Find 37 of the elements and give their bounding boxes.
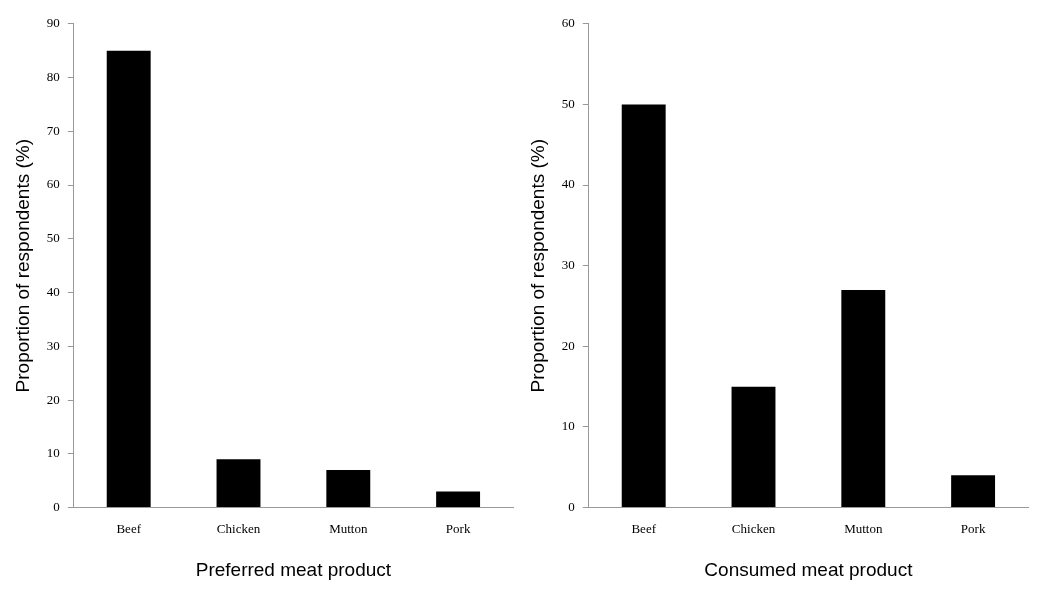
x-tick-label: Pork — [960, 520, 986, 536]
y-tick-label: 0 — [568, 499, 575, 515]
y-tick-label: 60 — [46, 176, 60, 192]
x-tick-label: Pork — [445, 520, 471, 536]
y-tick-label: 10 — [561, 418, 575, 434]
y-tick-label: 0 — [53, 499, 60, 515]
y-axis-title: Proportion of respondents (%) — [11, 138, 33, 393]
bar — [841, 289, 886, 508]
y-tick-label: 30 — [46, 337, 60, 353]
y-tick-label: 40 — [561, 176, 575, 192]
y-tick-label: 40 — [46, 284, 60, 299]
bar — [621, 104, 666, 508]
y-tick-label: 50 — [561, 95, 575, 111]
bar — [436, 491, 481, 508]
bar — [731, 386, 776, 508]
x-tick-label: Chicken — [731, 520, 776, 536]
x-tick-label: Mutton — [844, 520, 883, 536]
bar — [106, 50, 151, 508]
y-tick-label: 20 — [46, 391, 60, 407]
x-axis-title: Consumed meat product — [704, 558, 914, 580]
x-axis-title: Preferred meat product — [195, 558, 392, 580]
x-tick-label: Beef — [631, 520, 657, 536]
y-tick-label: 20 — [561, 337, 575, 353]
bar — [216, 459, 261, 508]
bar — [326, 469, 371, 508]
y-tick-label: 90 — [46, 15, 60, 31]
y-tick-label: 60 — [561, 15, 575, 31]
x-tick-label: Mutton — [329, 520, 368, 536]
x-tick-label: Beef — [116, 520, 142, 536]
y-tick-label: 80 — [46, 68, 60, 84]
bar — [951, 475, 996, 508]
y-axis-title: Proportion of respondents (%) — [526, 138, 548, 393]
y-tick-label: 10 — [46, 445, 60, 461]
x-tick-label: Chicken — [216, 520, 261, 536]
y-tick-label: 30 — [561, 257, 575, 273]
y-tick-label: 70 — [46, 122, 60, 138]
y-tick-label: 50 — [46, 230, 60, 246]
